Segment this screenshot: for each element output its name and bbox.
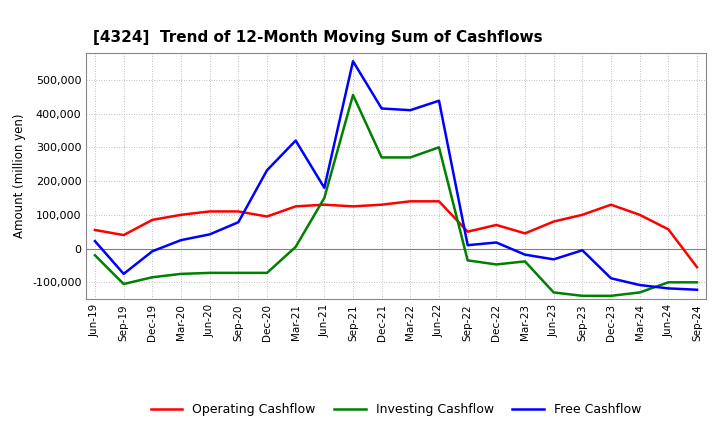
Free Cashflow: [578, 248, 587, 253]
Operating Cashflow: [464, 229, 472, 235]
Free Cashflow: [176, 238, 185, 243]
Free Cashflow: [91, 238, 99, 244]
Investing Cashflow: [521, 259, 529, 264]
Operating Cashflow: [234, 209, 243, 214]
Free Cashflow: [205, 232, 214, 237]
Investing Cashflow: [435, 145, 444, 150]
Free Cashflow: [263, 168, 271, 173]
Operating Cashflow: [148, 217, 157, 223]
Investing Cashflow: [406, 155, 415, 160]
Line: Investing Cashflow: Investing Cashflow: [95, 95, 697, 296]
Operating Cashflow: [693, 264, 701, 270]
Investing Cashflow: [635, 290, 644, 295]
Investing Cashflow: [578, 293, 587, 298]
Operating Cashflow: [292, 204, 300, 209]
Y-axis label: Amount (million yen): Amount (million yen): [14, 114, 27, 238]
Free Cashflow: [406, 107, 415, 113]
Operating Cashflow: [435, 199, 444, 204]
Free Cashflow: [607, 275, 616, 281]
Free Cashflow: [148, 249, 157, 254]
Line: Operating Cashflow: Operating Cashflow: [95, 202, 697, 267]
Operating Cashflow: [348, 204, 357, 209]
Operating Cashflow: [492, 222, 500, 227]
Operating Cashflow: [120, 232, 128, 238]
Operating Cashflow: [205, 209, 214, 214]
Line: Free Cashflow: Free Cashflow: [95, 61, 697, 290]
Free Cashflow: [292, 138, 300, 143]
Free Cashflow: [234, 220, 243, 225]
Text: [4324]  Trend of 12-Month Moving Sum of Cashflows: [4324] Trend of 12-Month Moving Sum of C…: [93, 29, 542, 45]
Operating Cashflow: [521, 231, 529, 236]
Investing Cashflow: [607, 293, 616, 298]
Free Cashflow: [464, 242, 472, 248]
Investing Cashflow: [234, 270, 243, 275]
Free Cashflow: [635, 282, 644, 288]
Free Cashflow: [435, 98, 444, 103]
Investing Cashflow: [320, 195, 328, 201]
Free Cashflow: [693, 287, 701, 293]
Investing Cashflow: [464, 258, 472, 263]
Free Cashflow: [320, 185, 328, 191]
Investing Cashflow: [292, 244, 300, 249]
Free Cashflow: [348, 59, 357, 64]
Free Cashflow: [120, 271, 128, 276]
Operating Cashflow: [320, 202, 328, 207]
Operating Cashflow: [91, 227, 99, 233]
Operating Cashflow: [578, 212, 587, 217]
Investing Cashflow: [348, 92, 357, 98]
Operating Cashflow: [377, 202, 386, 207]
Investing Cashflow: [205, 270, 214, 275]
Free Cashflow: [492, 240, 500, 245]
Operating Cashflow: [406, 199, 415, 204]
Investing Cashflow: [176, 271, 185, 276]
Free Cashflow: [377, 106, 386, 111]
Operating Cashflow: [176, 212, 185, 217]
Operating Cashflow: [263, 214, 271, 219]
Investing Cashflow: [549, 290, 558, 295]
Operating Cashflow: [549, 219, 558, 224]
Operating Cashflow: [607, 202, 616, 207]
Investing Cashflow: [263, 270, 271, 275]
Legend: Operating Cashflow, Investing Cashflow, Free Cashflow: Operating Cashflow, Investing Cashflow, …: [146, 398, 646, 421]
Investing Cashflow: [91, 253, 99, 258]
Investing Cashflow: [693, 280, 701, 285]
Operating Cashflow: [664, 227, 672, 232]
Free Cashflow: [664, 286, 672, 291]
Free Cashflow: [549, 257, 558, 262]
Investing Cashflow: [148, 275, 157, 280]
Investing Cashflow: [120, 281, 128, 286]
Investing Cashflow: [492, 262, 500, 267]
Free Cashflow: [521, 252, 529, 257]
Investing Cashflow: [377, 155, 386, 160]
Operating Cashflow: [635, 212, 644, 217]
Investing Cashflow: [664, 280, 672, 285]
